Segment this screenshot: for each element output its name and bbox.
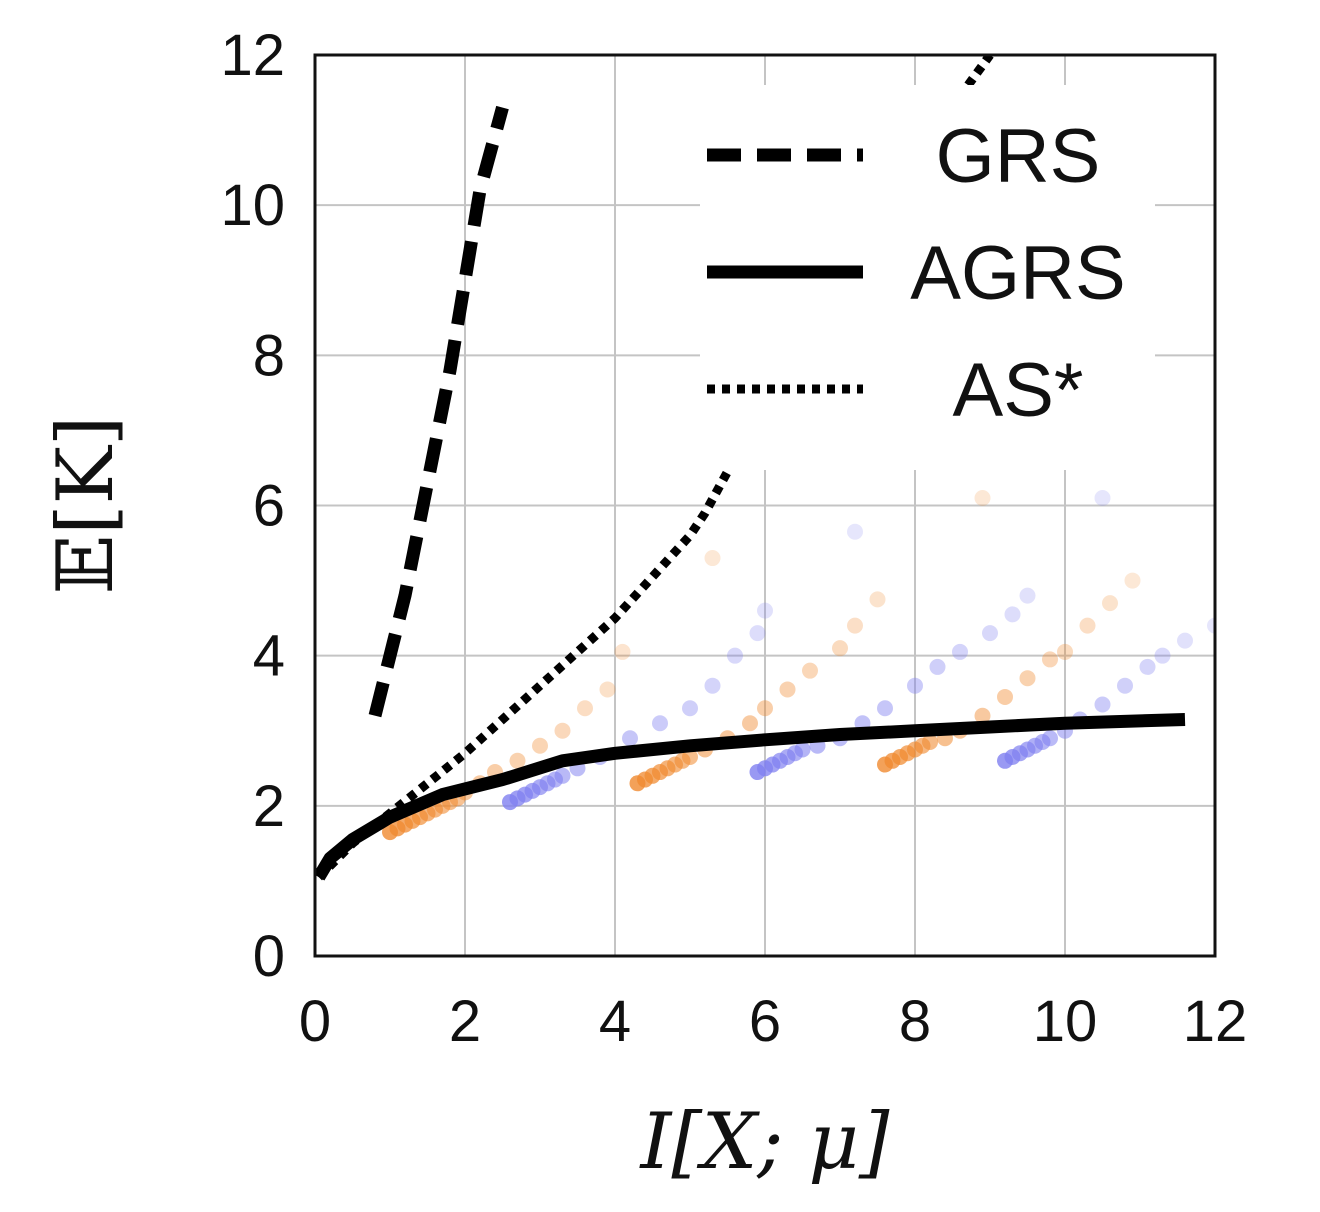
scatter-point <box>757 700 773 717</box>
scatter-point <box>1102 595 1118 612</box>
scatter-point <box>869 591 886 608</box>
scatter-point <box>1019 587 1036 604</box>
x-tick-label: 8 <box>899 989 931 1054</box>
scatter-point <box>832 640 848 657</box>
scatter-point <box>749 625 766 642</box>
scatter-point <box>1042 651 1058 668</box>
scatter-point <box>997 688 1013 705</box>
scatter-point <box>922 734 938 751</box>
y-tick-label: 2 <box>253 774 285 839</box>
legend: GRS AGRS AS* <box>700 85 1155 470</box>
scatter-point <box>982 625 998 642</box>
x-axis-label: I[X; μ] <box>639 1097 891 1187</box>
legend-label-as: AS* <box>953 348 1084 433</box>
y-axis-label: 𝔼[K] <box>41 416 131 595</box>
axis-ticks: 0 2 4 6 8 10 12 0 2 4 6 8 10 12 <box>220 23 1247 1054</box>
scatter-point <box>974 707 991 724</box>
scatter-point <box>704 550 721 567</box>
scatter-point <box>929 658 946 675</box>
scatter-point <box>1004 606 1021 623</box>
scatter-point <box>622 730 638 747</box>
scatter-point <box>802 662 818 679</box>
scatter-point <box>1139 658 1156 675</box>
scatter-point <box>974 489 991 506</box>
scatter-point <box>532 737 548 754</box>
scatter-point <box>952 643 968 660</box>
scatter-point <box>682 700 698 717</box>
legend-label-agrs: AGRS <box>910 231 1125 316</box>
y-tick-label: 10 <box>220 173 285 238</box>
scatter-point <box>794 741 811 758</box>
x-tick-label: 6 <box>749 989 781 1054</box>
scatter-point <box>1154 647 1171 664</box>
scatter-point <box>509 752 526 769</box>
scatter-point <box>554 722 571 739</box>
scatter-point <box>599 681 616 698</box>
y-tick-label: 0 <box>253 924 285 989</box>
y-tick-label: 4 <box>253 624 285 689</box>
scatter-point <box>614 643 631 660</box>
legend-label-grs: GRS <box>936 114 1101 199</box>
plot-frame <box>313 53 1217 958</box>
scatter-point <box>727 647 743 664</box>
y-tick-label: 6 <box>253 474 285 539</box>
scatter-point <box>1094 696 1111 713</box>
scatter-point <box>757 602 773 619</box>
scatter-point <box>1117 677 1133 694</box>
scatter-point <box>847 617 863 634</box>
scatter-point <box>1057 643 1073 660</box>
x-tick-label: 10 <box>1033 989 1098 1054</box>
scatter-point <box>742 715 758 732</box>
scatter-point <box>652 715 668 732</box>
scatter-point <box>1124 572 1141 589</box>
y-tick-label: 8 <box>253 323 285 388</box>
scatter-point <box>1177 632 1193 649</box>
scatter-point <box>554 767 571 784</box>
scatter-point <box>847 523 863 540</box>
scatter-point <box>779 681 796 698</box>
series-line-grs <box>368 105 509 718</box>
scatter-point <box>1079 617 1096 634</box>
scatter-point <box>907 677 923 694</box>
scatter-point <box>704 677 721 694</box>
scatter-point <box>577 700 593 717</box>
scatter-point <box>682 749 698 766</box>
scatter-point <box>1207 617 1215 634</box>
x-tick-label: 12 <box>1183 989 1248 1054</box>
y-tick-label: 12 <box>220 23 285 88</box>
scatter-point <box>1019 670 1036 687</box>
scatter-point <box>1042 730 1058 747</box>
x-tick-label: 2 <box>449 989 481 1054</box>
x-tick-label: 4 <box>599 989 631 1054</box>
scatter-point <box>1094 489 1111 506</box>
x-tick-label: 0 <box>299 989 331 1054</box>
scatter-point <box>877 700 893 717</box>
